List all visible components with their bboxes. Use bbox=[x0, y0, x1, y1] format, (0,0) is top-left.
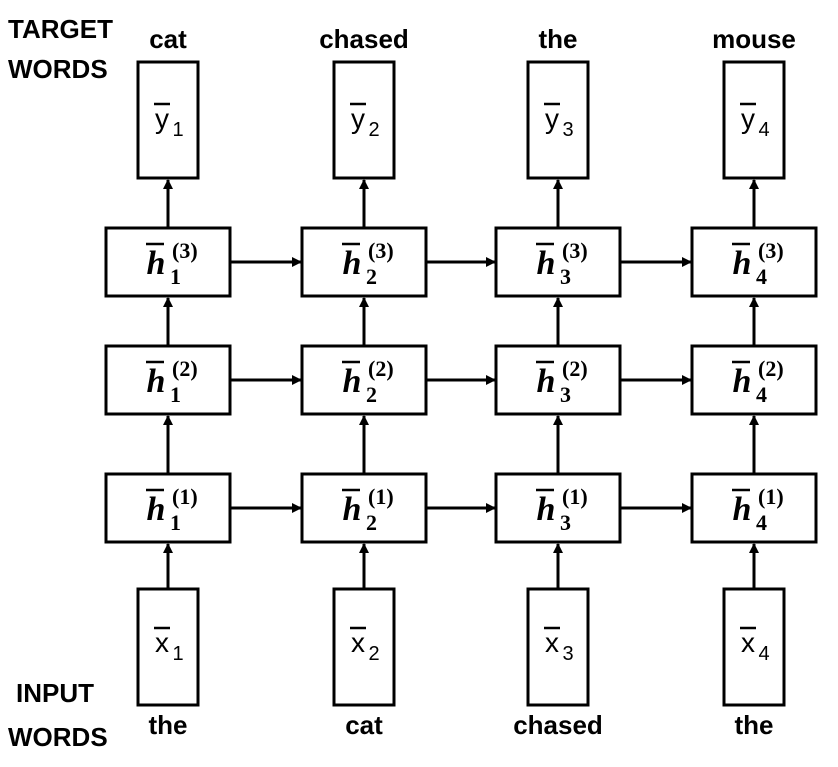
hidden-box-h3-layer3 bbox=[496, 228, 620, 296]
hidden-state-h1-layer3-superscript: (3) bbox=[172, 238, 198, 263]
hidden-state-h2-layer3-subscript: 2 bbox=[366, 264, 377, 289]
output-vector-y3-base: y bbox=[545, 103, 559, 134]
hidden-state-h3-layer1-subscript: 3 bbox=[560, 510, 571, 535]
target-word-1: cat bbox=[149, 24, 187, 54]
hidden-state-h1-layer2-subscript: 1 bbox=[170, 382, 181, 407]
hidden-state-h3-layer2-subscript: 3 bbox=[560, 382, 571, 407]
output-vector-y3-subscript: 3 bbox=[562, 119, 573, 141]
hidden-state-h1-layer3-base: h bbox=[147, 245, 166, 282]
hidden-state-h4-layer1-superscript: (1) bbox=[758, 484, 784, 509]
input-vector-x4-base: x bbox=[741, 627, 755, 658]
target-word-3: the bbox=[539, 24, 578, 54]
hidden-box-h4-layer3 bbox=[692, 228, 816, 296]
hidden-state-h4-layer3-base: h bbox=[733, 245, 752, 282]
hidden-state-h3-layer2-base: h bbox=[537, 363, 556, 400]
hidden-box-h4-layer2 bbox=[692, 346, 816, 414]
hidden-state-h1-layer2-superscript: (2) bbox=[172, 356, 198, 381]
input-vector-x1-subscript: 1 bbox=[172, 643, 183, 665]
hidden-state-h2-layer1-superscript: (1) bbox=[368, 484, 394, 509]
input-words-label-line1: INPUT bbox=[16, 678, 94, 708]
hidden-state-h4-layer1-base: h bbox=[733, 491, 752, 528]
hidden-state-h3-layer2-superscript: (2) bbox=[562, 356, 588, 381]
hidden-box-h3-layer1 bbox=[496, 474, 620, 542]
hidden-state-h3-layer3-base: h bbox=[537, 245, 556, 282]
input-word-2: cat bbox=[345, 710, 383, 740]
hidden-box-h2-layer2 bbox=[302, 346, 426, 414]
hidden-state-h3-layer1-superscript: (1) bbox=[562, 484, 588, 509]
hidden-state-h2-layer2-subscript: 2 bbox=[366, 382, 377, 407]
hidden-state-h4-layer3-subscript: 4 bbox=[756, 264, 767, 289]
target-word-4: mouse bbox=[712, 24, 796, 54]
hidden-state-h2-layer1-subscript: 2 bbox=[366, 510, 377, 535]
hidden-state-h2-layer1-base: h bbox=[343, 491, 362, 528]
output-vector-y1-subscript: 1 bbox=[172, 119, 183, 141]
target-words-label-line2: WORDS bbox=[8, 54, 108, 84]
hidden-state-h2-layer2-base: h bbox=[343, 363, 362, 400]
input-vector-x2-base: x bbox=[351, 627, 365, 658]
hidden-box-h2-layer1 bbox=[302, 474, 426, 542]
hidden-state-h4-layer2-superscript: (2) bbox=[758, 356, 784, 381]
hidden-state-h4-layer3-superscript: (3) bbox=[758, 238, 784, 263]
hidden-state-h1-layer1-subscript: 1 bbox=[170, 510, 181, 535]
hidden-state-h2-layer3-superscript: (3) bbox=[368, 238, 394, 263]
hidden-state-h1-layer1-base: h bbox=[147, 491, 166, 528]
input-word-1: the bbox=[149, 710, 188, 740]
hidden-box-h2-layer3 bbox=[302, 228, 426, 296]
input-words-label-line2: WORDS bbox=[8, 722, 108, 752]
hidden-box-h1-layer3 bbox=[106, 228, 230, 296]
hidden-state-h2-layer3-base: h bbox=[343, 245, 362, 282]
hidden-state-h4-layer2-base: h bbox=[733, 363, 752, 400]
hidden-state-h3-layer3-superscript: (3) bbox=[562, 238, 588, 263]
hidden-box-h4-layer1 bbox=[692, 474, 816, 542]
hidden-state-h1-layer1-superscript: (1) bbox=[172, 484, 198, 509]
input-vector-x3-base: x bbox=[545, 627, 559, 658]
input-vector-x4-subscript: 4 bbox=[758, 643, 769, 665]
hidden-box-h1-layer1 bbox=[106, 474, 230, 542]
target-words-label-line1: TARGET bbox=[8, 14, 113, 44]
output-vector-y4-subscript: 4 bbox=[758, 119, 769, 141]
input-word-4: the bbox=[735, 710, 774, 740]
hidden-state-h1-layer2-base: h bbox=[147, 363, 166, 400]
input-vector-x2-subscript: 2 bbox=[368, 643, 379, 665]
output-vector-y4-base: y bbox=[741, 103, 755, 134]
hidden-state-h4-layer1-subscript: 4 bbox=[756, 510, 767, 535]
hidden-state-h2-layer2-superscript: (2) bbox=[368, 356, 394, 381]
input-word-3: chased bbox=[513, 710, 603, 740]
hidden-box-h3-layer2 bbox=[496, 346, 620, 414]
output-vector-y2-base: y bbox=[351, 103, 365, 134]
input-vector-x3-subscript: 3 bbox=[562, 643, 573, 665]
output-vector-y1-base: y bbox=[155, 103, 169, 134]
connection-arrows bbox=[168, 180, 754, 589]
hidden-state-h4-layer2-subscript: 4 bbox=[756, 382, 767, 407]
hidden-state-h3-layer1-base: h bbox=[537, 491, 556, 528]
hidden-box-h1-layer2 bbox=[106, 346, 230, 414]
target-word-2: chased bbox=[319, 24, 409, 54]
hidden-state-h1-layer3-subscript: 1 bbox=[170, 264, 181, 289]
output-vector-y2-subscript: 2 bbox=[368, 119, 379, 141]
input-vector-x1-base: x bbox=[155, 627, 169, 658]
hidden-state-h3-layer3-subscript: 3 bbox=[560, 264, 571, 289]
